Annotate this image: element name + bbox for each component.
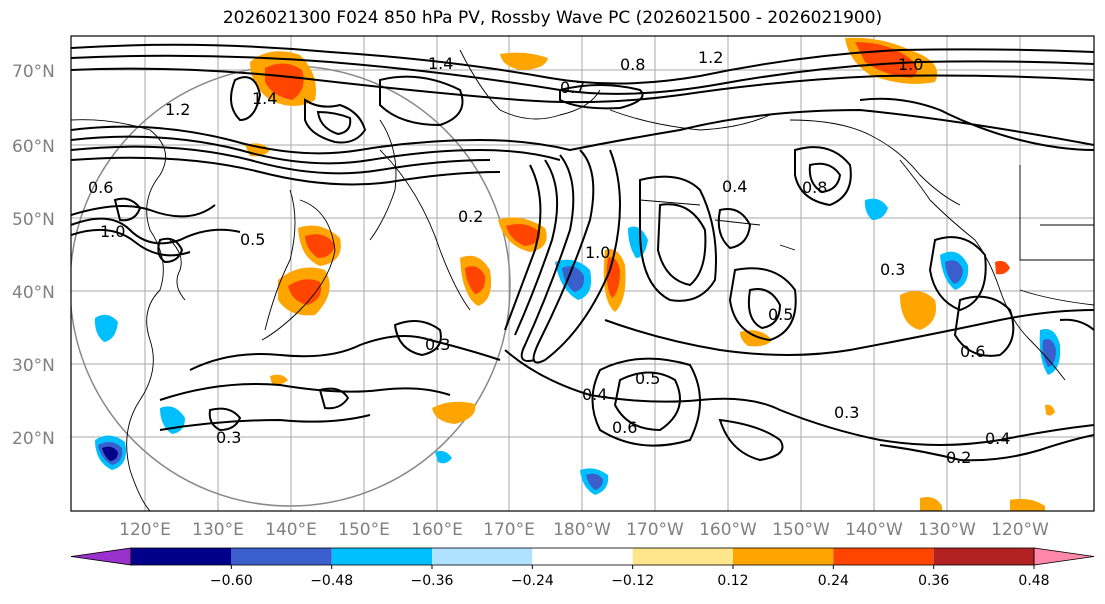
- contour-label: 0.3: [834, 403, 859, 422]
- contour-label: 0.7: [560, 78, 585, 97]
- colorbar-tick-label: −0.36: [411, 573, 454, 589]
- contour-label: 0.5: [240, 230, 265, 249]
- coastlines: [71, 49, 1094, 511]
- lon-label: 160°W: [699, 520, 757, 540]
- lat-label: 30°N: [12, 356, 55, 376]
- contour-label: 0.8: [802, 178, 827, 197]
- colorbar-tick-label: −0.24: [511, 573, 554, 589]
- lon-label: 170°W: [626, 520, 684, 540]
- lon-label: 130°W: [918, 520, 976, 540]
- contour-label: 1.2: [698, 48, 723, 67]
- contour-label: 0.5: [635, 369, 660, 388]
- pv-contours: [71, 43, 1094, 462]
- contour-label: 0.4: [985, 429, 1010, 448]
- lon-label: 140°W: [845, 520, 903, 540]
- lat-label: 50°N: [12, 210, 55, 230]
- contour-label: 0.3: [880, 260, 905, 279]
- contour-label: 0.2: [458, 207, 483, 226]
- colorbar-swatch: [833, 548, 934, 565]
- lon-label: 180°W: [553, 520, 611, 540]
- contour-label: 0.6: [960, 342, 985, 361]
- colorbar-tick-label: 0.36: [918, 573, 949, 589]
- gridlines: [71, 36, 1094, 511]
- lon-label: 150°W: [772, 520, 830, 540]
- colorbar-swatch: [331, 548, 432, 565]
- colorbar-swatch: [231, 548, 332, 565]
- longitude-labels: 120°E 130°E 140°E 150°E 160°E 170°E 180°…: [119, 520, 1049, 540]
- lat-label: 20°N: [12, 429, 55, 449]
- colorbar-tick-label: 0.24: [818, 573, 849, 589]
- contour-label: 1.4: [428, 54, 453, 73]
- colorbar-tick-label: −0.60: [210, 573, 253, 589]
- colorbar-tick-label: −0.12: [611, 573, 654, 589]
- colorbar-swatch: [733, 548, 834, 565]
- lat-label: 60°N: [12, 137, 55, 157]
- contour-label: 0.8: [620, 55, 645, 74]
- contour-label: 0.5: [768, 305, 793, 324]
- map-title: 2026021300 F024 850 hPa PV, Rossby Wave …: [222, 8, 883, 28]
- contour-label: 0.3: [216, 428, 241, 447]
- contour-label: 1.0: [898, 55, 923, 74]
- lon-label: 120°W: [991, 520, 1049, 540]
- lon-label: 150°E: [338, 520, 390, 540]
- colorbar: −0.60 −0.48 −0.36 −0.24 −0.12 0.12 0.24 0.36 0.4…: [70, 547, 1095, 589]
- colorbar-swatch: [632, 548, 733, 565]
- lat-label: 70°N: [12, 62, 55, 82]
- contour-label: 0.6: [88, 178, 113, 197]
- contour-label: 1.2: [165, 100, 190, 119]
- contour-label: 1.0: [100, 222, 125, 241]
- contour-labels: 1.4 1.0 0.7 0.8 1.2 1.4 1.2 1.0 0.6 0.2 …: [88, 48, 1010, 467]
- lat-label: 40°N: [12, 283, 55, 303]
- lon-label: 140°E: [265, 520, 317, 540]
- colorbar-outline: [130, 547, 1035, 566]
- colorbar-swatch: [131, 548, 232, 565]
- latitude-labels: 70°N 60°N 50°N 40°N 30°N 20°N: [12, 62, 55, 449]
- contour-label: 1.0: [585, 243, 610, 262]
- pv-shading: [94, 37, 1061, 511]
- colorbar-tick-label: 0.12: [717, 573, 748, 589]
- contour-label: 0.3: [425, 335, 450, 354]
- lon-label: 160°E: [411, 520, 463, 540]
- plot-frame: [70, 35, 1095, 512]
- colorbar-tick-label: −0.48: [310, 573, 353, 589]
- lon-label: 170°E: [483, 520, 535, 540]
- colorbar-extend-low: [70, 547, 132, 566]
- contour-label: 0.4: [582, 385, 607, 404]
- colorbar-swatch: [532, 548, 633, 565]
- colorbar-swatch: [432, 548, 533, 565]
- contour-label: 0.6: [612, 418, 637, 437]
- lon-label: 130°E: [192, 520, 244, 540]
- colorbar-swatch: [933, 548, 1034, 565]
- colorbar-extend-high: [1033, 547, 1095, 566]
- colorbar-tick-label: 0.48: [1018, 573, 1049, 589]
- contour-label: 0.2: [946, 448, 971, 467]
- contour-label: 0.4: [722, 177, 747, 196]
- contour-label: 1.4: [252, 89, 277, 108]
- lon-label: 120°E: [119, 520, 171, 540]
